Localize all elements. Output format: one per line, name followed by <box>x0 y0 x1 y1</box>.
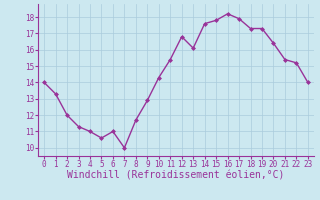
X-axis label: Windchill (Refroidissement éolien,°C): Windchill (Refroidissement éolien,°C) <box>67 171 285 181</box>
